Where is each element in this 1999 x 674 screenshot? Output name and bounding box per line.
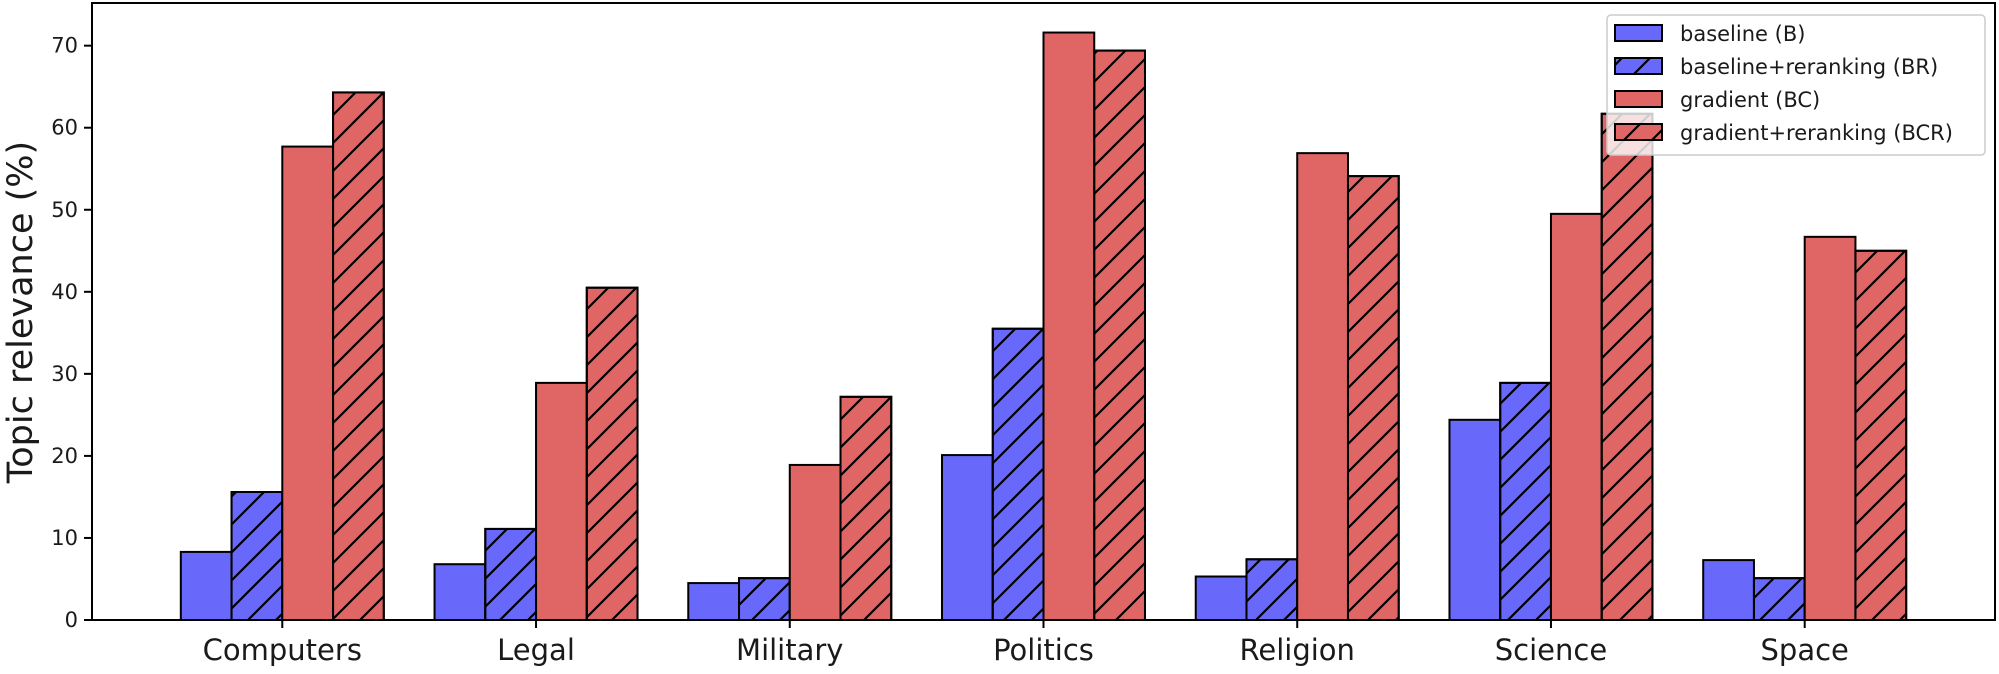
- bars-group: [179, 31, 1908, 622]
- bar-legal-series-0: [433, 563, 487, 622]
- x-tick-label-science: Science: [1495, 633, 1607, 667]
- legend-label: gradient (BC): [1680, 88, 1820, 112]
- y-tick-label: 10: [51, 526, 78, 550]
- legend-swatch-hatch: [1614, 123, 1663, 141]
- bar-hatch: [1093, 49, 1146, 621]
- y-tick-label: 30: [51, 362, 78, 386]
- bar-hatch: [1245, 558, 1299, 621]
- y-tick-label: 40: [51, 280, 78, 304]
- bar-hatch: [738, 577, 791, 621]
- y-tick-label: 70: [51, 34, 78, 58]
- bar-legal-series-2: [535, 381, 588, 621]
- bar-hatch: [1499, 381, 1552, 621]
- bar-computers-series-0: [179, 550, 233, 621]
- legend-swatch: [1614, 24, 1663, 42]
- y-tick-label: 60: [51, 116, 78, 140]
- bar-religion-series-0: [1194, 575, 1248, 622]
- y-axis: 0 10 20 30 40 50 60 70: [51, 34, 92, 632]
- bar-hatch: [1854, 249, 1908, 621]
- x-tick-label-space: Space: [1761, 633, 1849, 667]
- legend-swatch-hatch: [1614, 57, 1663, 75]
- bar-hatch: [1600, 112, 1654, 622]
- bar-military-series-2: [788, 463, 842, 622]
- x-tick-label-politics: Politics: [993, 633, 1094, 667]
- bar-science-series-2: [1549, 212, 1603, 621]
- legend: baseline (B) baseline+reranking (BR) gradi…: [1606, 14, 1986, 156]
- y-tick-label: 0: [65, 608, 78, 632]
- x-tick-label-military: Military: [736, 633, 843, 667]
- bar-space-series-2: [1803, 235, 1857, 622]
- bar-hatch: [1346, 175, 1400, 622]
- bar-hatch: [585, 286, 639, 621]
- legend-swatch: [1614, 90, 1663, 108]
- bar-hatch: [839, 395, 893, 621]
- y-tick-label: 20: [51, 444, 78, 468]
- bar-politics-series-2: [1042, 31, 1096, 622]
- bar-space-series-0: [1702, 559, 1755, 621]
- legend-box: [1606, 14, 1986, 156]
- bar-hatch: [230, 491, 284, 621]
- legend-label: gradient+reranking (BCR): [1680, 121, 1953, 145]
- bar-hatch: [332, 91, 385, 621]
- bar-hatch: [991, 327, 1045, 621]
- bar-science-series-0: [1448, 418, 1502, 621]
- bar-religion-series-2: [1296, 152, 1349, 621]
- x-tick-label-religion: Religion: [1240, 633, 1355, 667]
- legend-label: baseline+reranking (BR): [1680, 55, 1938, 79]
- y-tick-label: 50: [51, 198, 78, 222]
- x-axis: Computers Legal Military Politics Religion Sc…: [203, 620, 1849, 667]
- y-axis-label: Topic relevance (%): [1, 141, 41, 484]
- bar-computers-series-2: [281, 145, 335, 621]
- bar-hatch: [1752, 577, 1806, 621]
- legend-label: baseline (B): [1680, 22, 1805, 46]
- x-tick-label-legal: Legal: [497, 633, 575, 667]
- bar-hatch: [484, 527, 538, 622]
- bar-politics-series-0: [941, 454, 994, 621]
- x-tick-label-computers: Computers: [203, 633, 362, 667]
- bar-military-series-0: [687, 582, 741, 621]
